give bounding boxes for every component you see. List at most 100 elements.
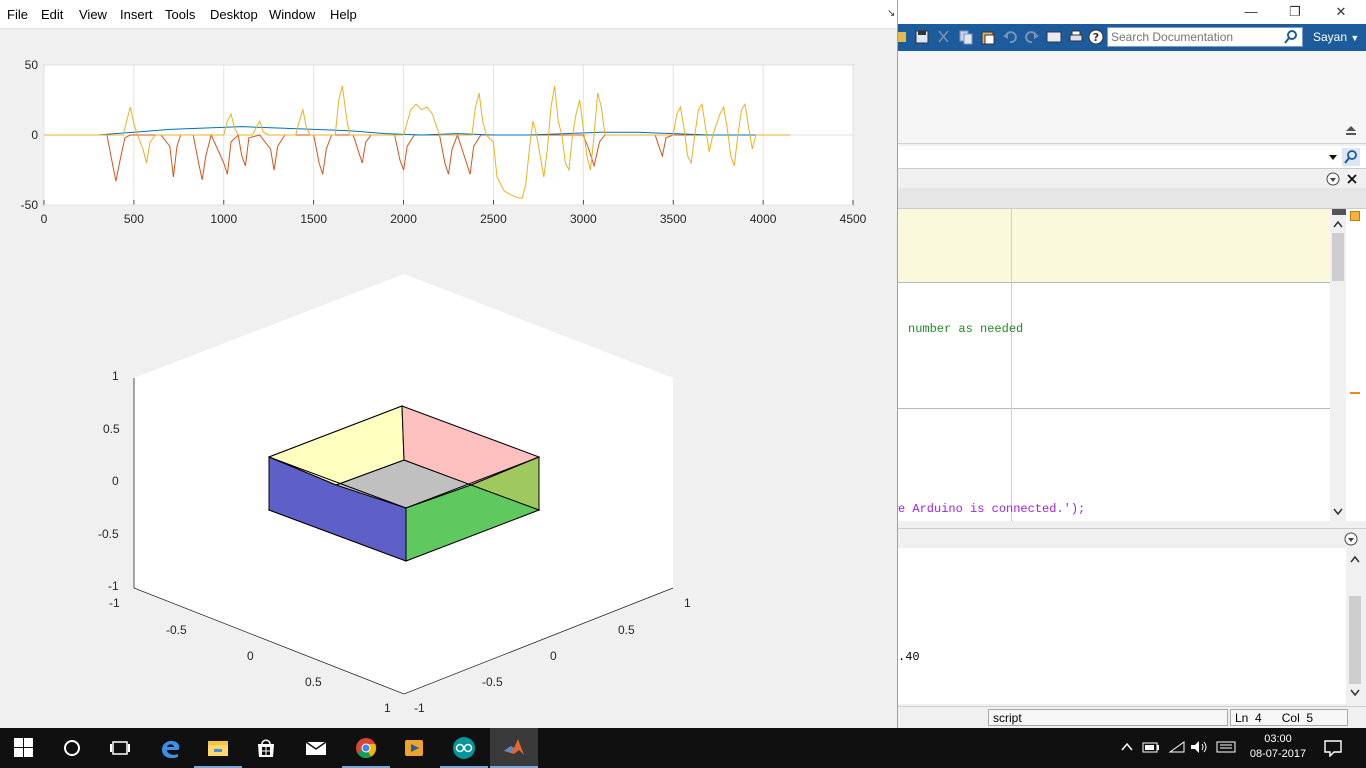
y-tick-label: 0 [550, 649, 557, 663]
code-editor[interactable]: number as needed e Arduino is connected.… [898, 209, 1330, 521]
chrome-icon [356, 738, 377, 759]
line-plot[interactable]: 0 500 1000 1500 2000 2500 3000 3500 4000 4500-500… [0, 28, 896, 240]
line-number: 4 [1255, 711, 1262, 725]
code-string: e Arduino is connected.'); [898, 502, 1086, 516]
search-documentation [1107, 27, 1303, 47]
menu-window[interactable]: Window [269, 7, 316, 22]
right-text-limit-line [1011, 209, 1012, 521]
editor-panel-header [898, 170, 1366, 188]
user-account-button[interactable]: Sayan ▼ [1307, 24, 1366, 51]
z-tick-label: 1 [112, 369, 119, 383]
x-tick-label: -1 [109, 596, 120, 610]
current-folder-bar[interactable] [898, 146, 1366, 169]
save-icon[interactable] [914, 29, 930, 45]
clock-time: 03:00 [1264, 733, 1292, 745]
code-analyzer-bar [1346, 209, 1366, 521]
box-front-edges [268, 456, 540, 509]
battery-icon[interactable] [1142, 740, 1160, 754]
warning-indicator-icon[interactable] [1350, 211, 1360, 221]
taskbar-matlab[interactable] [490, 728, 538, 768]
menu-edit[interactable]: Edit [41, 7, 64, 22]
cut-icon[interactable] [936, 29, 952, 45]
toolstrip [898, 51, 1366, 144]
figure-menu-bar: File Edit View Insert Tools Desktop Wind… [0, 0, 897, 29]
scrollbar-thumb[interactable] [1332, 233, 1344, 281]
panel-actions-icon[interactable] [1326, 172, 1340, 186]
menu-desktop[interactable]: Desktop [210, 7, 258, 22]
search-icon[interactable] [1283, 29, 1299, 45]
running-indicator [194, 766, 242, 768]
dock-figure-icon[interactable]: ↘ [887, 8, 896, 19]
redo-icon[interactable] [1024, 29, 1040, 45]
z-tick-label: -1 [108, 579, 119, 593]
copy-icon[interactable] [958, 29, 974, 45]
undo-icon[interactable] [1002, 29, 1018, 45]
keyboard-icon[interactable] [1216, 740, 1236, 754]
wifi-icon[interactable] [1168, 740, 1186, 754]
taskbar-media-player[interactable] [390, 728, 438, 768]
menu-insert[interactable]: Insert [120, 7, 153, 22]
y-tick-label: -50 [21, 198, 39, 212]
command-window-header [898, 528, 1366, 549]
x-tick-label: 3000 [570, 212, 597, 226]
x-tick-label: 500 [124, 212, 144, 226]
help-icon[interactable]: ? [1088, 29, 1104, 45]
paste-icon[interactable] [980, 29, 996, 45]
editor-scrollbar[interactable] [1330, 209, 1346, 521]
taskbar-chrome[interactable] [342, 728, 390, 768]
running-indicator [440, 766, 488, 768]
scroll-down-icon[interactable] [1332, 507, 1344, 517]
collapse-toolstrip-icon[interactable] [1344, 123, 1358, 137]
menu-tools[interactable]: Tools [165, 7, 196, 22]
series-line-2 [44, 85, 791, 199]
switch-windows-icon[interactable] [1046, 29, 1062, 45]
axes-frame [133, 378, 674, 695]
editor-tab-bar [898, 188, 1366, 209]
command-output: .40 [898, 650, 920, 664]
taskbar-file-explorer[interactable] [194, 728, 242, 768]
action-center-icon[interactable] [1324, 739, 1342, 757]
z-tick-label: 0 [112, 474, 119, 488]
cortana-button[interactable] [48, 728, 96, 768]
taskbar-clock[interactable]: 03:00 08-07-2017 [1244, 732, 1312, 762]
scrollbar-thumb[interactable] [1349, 596, 1361, 684]
scroll-up-icon[interactable] [1332, 219, 1344, 229]
task-view-button[interactable] [96, 728, 144, 768]
scroll-up-icon[interactable] [1349, 554, 1361, 564]
taskbar-edge[interactable] [146, 728, 194, 768]
start-button[interactable] [0, 728, 48, 768]
taskbar-mail[interactable] [292, 728, 340, 768]
close-window-button[interactable]: ✕ [1335, 4, 1347, 19]
scroll-down-icon[interactable] [1349, 688, 1361, 698]
panel-actions-icon[interactable] [1344, 532, 1358, 546]
minimize-button[interactable]: — [1244, 4, 1258, 19]
menu-help[interactable]: Help [330, 7, 357, 22]
matlab-icon [504, 739, 524, 755]
push-pin-icon[interactable] [898, 29, 914, 45]
print-icon[interactable] [1068, 29, 1084, 45]
command-window[interactable]: .40 [898, 548, 1346, 704]
mail-icon [305, 741, 327, 755]
search-input[interactable] [1108, 28, 1281, 46]
close-icon[interactable] [1346, 173, 1358, 185]
command-window-scrollbar[interactable] [1346, 548, 1364, 704]
x-tick-label: 0 [41, 212, 48, 226]
taskbar-store[interactable] [242, 728, 290, 768]
warning-marker[interactable] [1350, 392, 1360, 394]
scroll-position-marker [1332, 209, 1346, 215]
3d-box-plot[interactable]: 1 0.5 0 -0.5 -1 -1 -0.5 0 0.5 1 1 0.5 0 -0.5 -1 [0, 250, 896, 726]
taskbar-arduino[interactable] [440, 728, 488, 768]
volume-icon[interactable] [1190, 740, 1208, 754]
z-tick-label: 0.5 [103, 422, 120, 436]
restore-button[interactable]: ❐ [1289, 4, 1301, 19]
browse-folder-icon[interactable] [1342, 148, 1360, 166]
store-icon [258, 739, 274, 757]
x-tick-label: 4500 [840, 212, 867, 226]
figure-window: File Edit View Insert Tools Desktop Wind… [0, 0, 898, 728]
menu-view[interactable]: View [79, 7, 107, 22]
cursor-position-field: Ln 4 Col 5 [1230, 709, 1348, 726]
menu-file[interactable]: File [7, 7, 28, 22]
chevron-down-icon[interactable] [1328, 152, 1338, 162]
show-hidden-icons-icon[interactable] [1120, 740, 1134, 754]
arduino-icon [453, 737, 475, 759]
